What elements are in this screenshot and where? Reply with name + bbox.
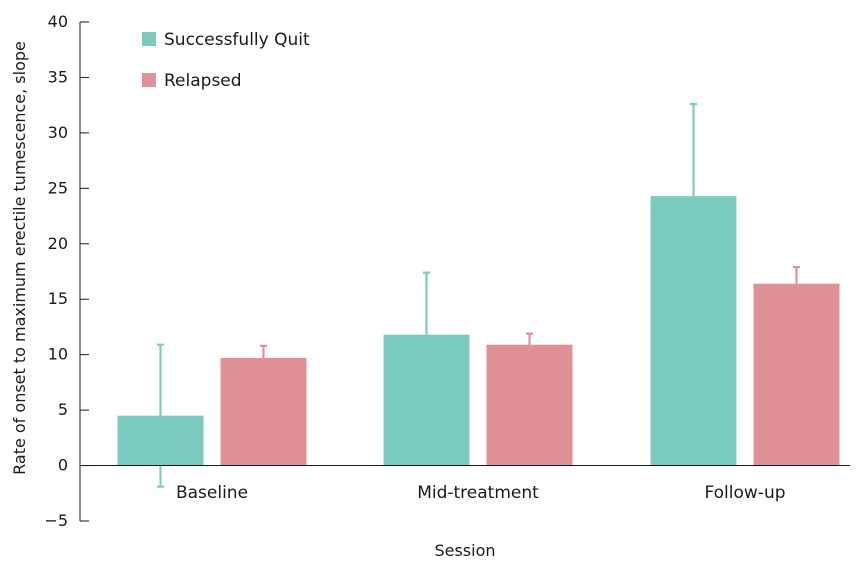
y-tick-label: 10 <box>48 345 68 364</box>
bars-layer <box>117 196 840 466</box>
y-tick-label: 30 <box>48 123 68 142</box>
y-tick-label: 0 <box>58 456 68 475</box>
y-tick-label: 5 <box>58 400 68 419</box>
x-category-label: Follow-up <box>704 483 785 503</box>
y-tick-label: 25 <box>48 178 68 197</box>
bar-successfully-quit-follow-up <box>650 196 737 466</box>
bar-successfully-quit-mid-treatment <box>383 334 470 466</box>
x-category-label: Mid-treatment <box>417 483 539 503</box>
legend-label-successfully-quit: Successfully Quit <box>164 30 310 50</box>
bar-relapsed-mid-treatment <box>486 344 573 466</box>
y-tick-label: 35 <box>48 67 68 86</box>
y-tick-label: 20 <box>48 234 68 253</box>
legend-swatch-successfully-quit <box>142 32 156 46</box>
legend: Successfully Quit Relapsed <box>142 30 310 91</box>
x-axis-title: Session <box>434 541 495 560</box>
y-tick-label: −5 <box>44 511 68 530</box>
y-tick-label: 15 <box>48 289 68 308</box>
bar-successfully-quit-baseline <box>117 415 204 466</box>
x-category-label: Baseline <box>176 483 248 503</box>
bar-relapsed-follow-up <box>753 283 840 466</box>
legend-swatch-relapsed <box>142 73 156 87</box>
legend-label-relapsed: Relapsed <box>164 71 242 91</box>
y-axis-title: Rate of onset to maximum erectile tumesc… <box>10 41 29 475</box>
bar-relapsed-baseline <box>220 357 307 466</box>
y-tick-label: 40 <box>48 12 68 31</box>
axes-layer: −5 0 5 10 15 20 25 30 35 40 Baseline Mid-treatment F… <box>44 12 850 530</box>
